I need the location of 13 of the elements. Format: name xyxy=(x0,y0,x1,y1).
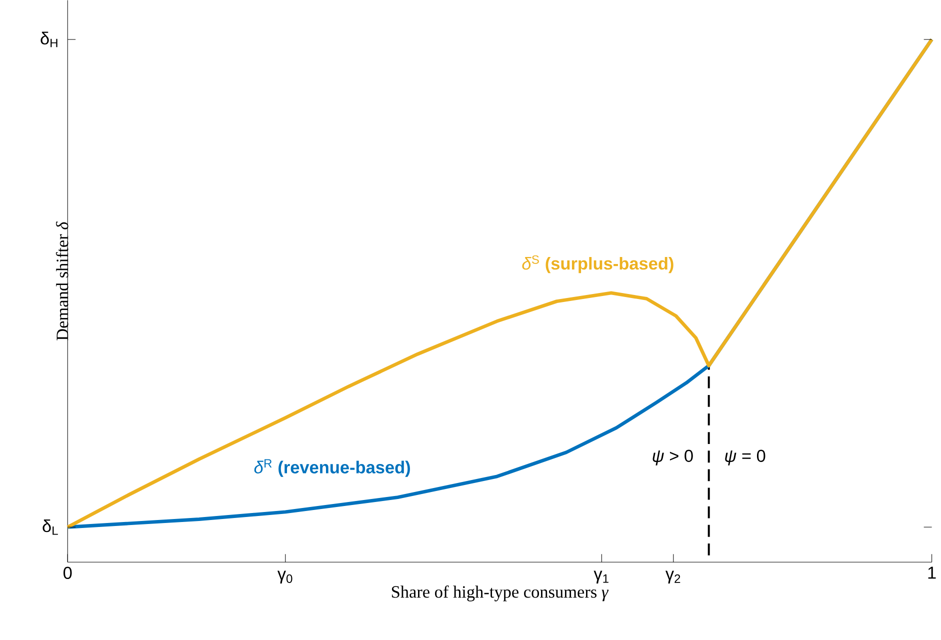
x-axis-title: Share of high-type consumers γ xyxy=(392,586,609,602)
text: δ$_{L}$ xyxy=(42,520,58,535)
text: γ$_{1}$ xyxy=(594,570,608,584)
text: δ$_{H}$ xyxy=(40,32,58,48)
text: γ$_{0}$ xyxy=(277,570,292,584)
y-axis-title: Demand shifter δ xyxy=(56,222,68,340)
text: γ$_{2}$ xyxy=(665,570,680,584)
x-tick-label: 0 xyxy=(63,566,72,580)
annotation: ψ > 0 xyxy=(652,450,693,466)
x-tick-label: 1 xyxy=(928,566,936,579)
annotation: ψ = 0 xyxy=(725,450,766,466)
series-label: δ$^{S}$ (surplus-based) xyxy=(522,255,674,274)
series-label: δ$^{R}$ (revenue-based) xyxy=(254,459,410,478)
